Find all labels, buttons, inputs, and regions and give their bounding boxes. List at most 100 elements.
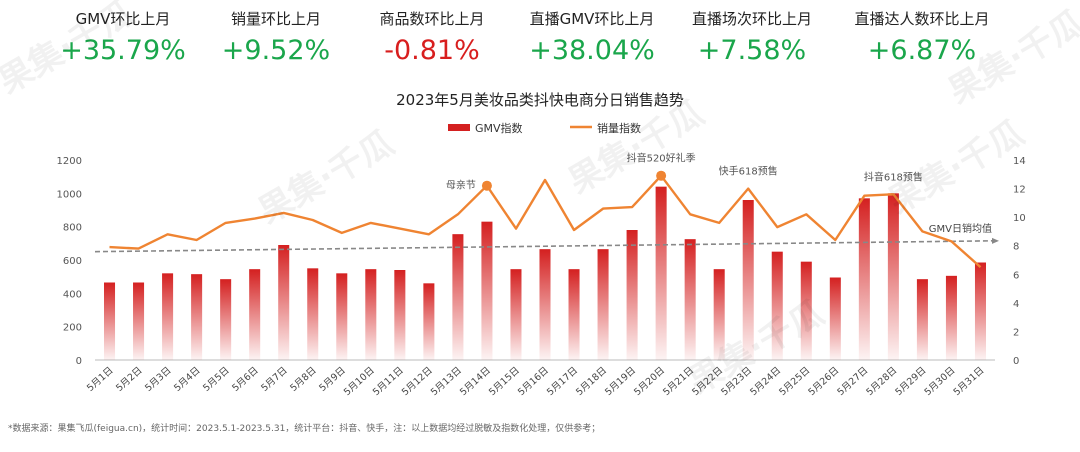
- gmv-bar: [365, 269, 377, 360]
- y-right-tick: 2: [1013, 327, 1019, 338]
- kpi-live-gmv: 直播GMV环比上月 +38.04%: [502, 8, 682, 69]
- x-tick-label: 5月7日: [259, 365, 289, 394]
- x-tick-label: 5月14日: [458, 365, 493, 398]
- x-tick-label: 5月3日: [143, 365, 173, 394]
- annotation-label: 母亲节: [446, 179, 476, 192]
- x-tick-label: 5月25日: [777, 365, 812, 398]
- x-tick-label: 5月11日: [371, 365, 406, 398]
- x-tick-label: 5月16日: [516, 365, 551, 398]
- y-left-tick: 1000: [57, 189, 82, 200]
- x-tick-label: 5月29日: [893, 365, 928, 398]
- gmv-bar: [916, 279, 928, 360]
- gmv-bar: [104, 282, 116, 360]
- y-left-tick: 200: [63, 323, 82, 334]
- gmv-bar: [452, 234, 464, 360]
- y-right-tick: 4: [1013, 299, 1019, 310]
- gmv-average-arrow: [992, 237, 999, 244]
- y-left-tick: 800: [63, 223, 82, 234]
- x-tick-label: 5月10日: [342, 365, 377, 398]
- gmv-bar: [626, 230, 638, 360]
- gmv-bar: [800, 261, 812, 360]
- gmv-bar: [133, 282, 145, 360]
- kpi-label: 直播场次环比上月: [691, 10, 812, 28]
- x-tick-label: 5月20日: [632, 365, 667, 398]
- gmv-bar: [249, 269, 261, 360]
- y-right-tick: 8: [1013, 242, 1019, 253]
- kpi-products: 商品数环比上月 -0.81%: [342, 8, 522, 69]
- y-right-tick: 10: [1013, 213, 1026, 224]
- y-right-tick: 12: [1013, 185, 1026, 196]
- annotation-label: 抖音520好礼季: [627, 152, 696, 165]
- y-right-tick: 0: [1013, 356, 1019, 367]
- kpi-label: GMV环比上月: [75, 10, 171, 28]
- highlight-marker: [656, 170, 667, 181]
- x-tick-label: 5月2日: [114, 365, 144, 394]
- kpi-label: 商品数环比上月: [379, 10, 485, 28]
- gmv-bar: [945, 275, 957, 360]
- x-tick-label: 5月30日: [922, 365, 957, 398]
- annotation-label: 快手618预售: [719, 165, 778, 178]
- gmv-bar: [539, 249, 551, 360]
- x-tick-label: 5月15日: [487, 365, 522, 398]
- y-left-tick: 1200: [57, 156, 82, 167]
- gmv-bar: [742, 200, 754, 360]
- footnote: *数据来源：果集飞瓜(feigua.cn)，统计时间：2023.5.1-2023…: [8, 424, 601, 434]
- y-right-tick: 6: [1013, 270, 1019, 281]
- x-tick-label: 5月28日: [864, 365, 899, 398]
- y-left-tick: 400: [63, 289, 82, 300]
- kpi-value: -0.81%: [384, 35, 480, 66]
- gmv-bar: [220, 279, 232, 360]
- kpi-label: 直播达人数环比上月: [854, 10, 990, 28]
- gmv-bar: [829, 277, 841, 360]
- x-tick-label: 5月31日: [952, 365, 987, 398]
- gmv-bar: [597, 249, 609, 360]
- x-tick-label: 5月17日: [545, 365, 580, 398]
- kpi-value: +6.87%: [867, 35, 977, 66]
- x-tick-label: 5月18日: [574, 365, 609, 398]
- kpi-sales: 销量环比上月 +9.52%: [186, 8, 366, 69]
- gmv-bar: [278, 245, 290, 360]
- gmv-bar: [568, 269, 580, 360]
- kpi-value: +7.58%: [697, 35, 807, 66]
- legend-gmv-label: GMV指数: [475, 121, 523, 135]
- gmv-average-label: GMV日销均值: [929, 222, 992, 235]
- x-tick-label: 5月8日: [288, 365, 318, 394]
- kpi-row: GMV环比上月 +35.79% 销量环比上月 +9.52% 商品数环比上月 -0…: [0, 0, 1080, 80]
- gmv-bar: [887, 193, 899, 360]
- legend-gmv-swatch: [448, 124, 470, 131]
- kpi-value: +35.79%: [60, 35, 186, 66]
- x-tick-label: 5月12日: [400, 365, 435, 398]
- x-tick-label: 5月5日: [201, 365, 231, 394]
- gmv-bar: [858, 198, 870, 360]
- kpi-gmv: GMV环比上月 +35.79%: [33, 8, 213, 69]
- x-tick-label: 5月6日: [230, 365, 260, 394]
- gmv-bar: [423, 283, 435, 360]
- annotation-label: 抖音618预售: [864, 170, 923, 183]
- kpi-label: 直播GMV环比上月: [529, 10, 655, 28]
- x-tick-label: 5月26日: [806, 365, 841, 398]
- y-right-tick: 14: [1013, 156, 1026, 167]
- y-left-tick: 600: [63, 256, 82, 267]
- gmv-average-line: [94, 240, 993, 253]
- gmv-bar: [510, 269, 522, 360]
- x-tick-label: 5月27日: [835, 365, 870, 398]
- highlight-marker: [481, 180, 492, 191]
- y-left-tick: 0: [76, 356, 82, 367]
- chart-title: 2023年5月美妆品类抖快电商分日销售趋势: [396, 91, 684, 109]
- kpi-live-sessions: 直播场次环比上月 +7.58%: [662, 8, 842, 69]
- legend-sales-label: 销量指数: [597, 121, 641, 135]
- x-tick-label: 5月4日: [172, 365, 202, 394]
- sales-trend-chart: 2023年5月美妆品类抖快电商分日销售趋势 GMV指数 销量指数 0 200 400 600…: [57, 91, 1026, 398]
- gmv-bar: [655, 186, 667, 360]
- gmv-bar: [974, 262, 986, 360]
- gmv-bar: [307, 268, 319, 360]
- gmv-bar: [713, 269, 725, 360]
- kpi-value: +9.52%: [221, 35, 331, 66]
- kpi-value: +38.04%: [529, 35, 655, 66]
- gmv-bar: [684, 239, 696, 360]
- gmv-bar: [162, 273, 174, 360]
- gmv-bar: [336, 273, 348, 360]
- kpi-live-influencers: 直播达人数环比上月 +6.87%: [832, 8, 1012, 69]
- gmv-bar: [481, 221, 493, 360]
- gmv-bar: [191, 274, 203, 360]
